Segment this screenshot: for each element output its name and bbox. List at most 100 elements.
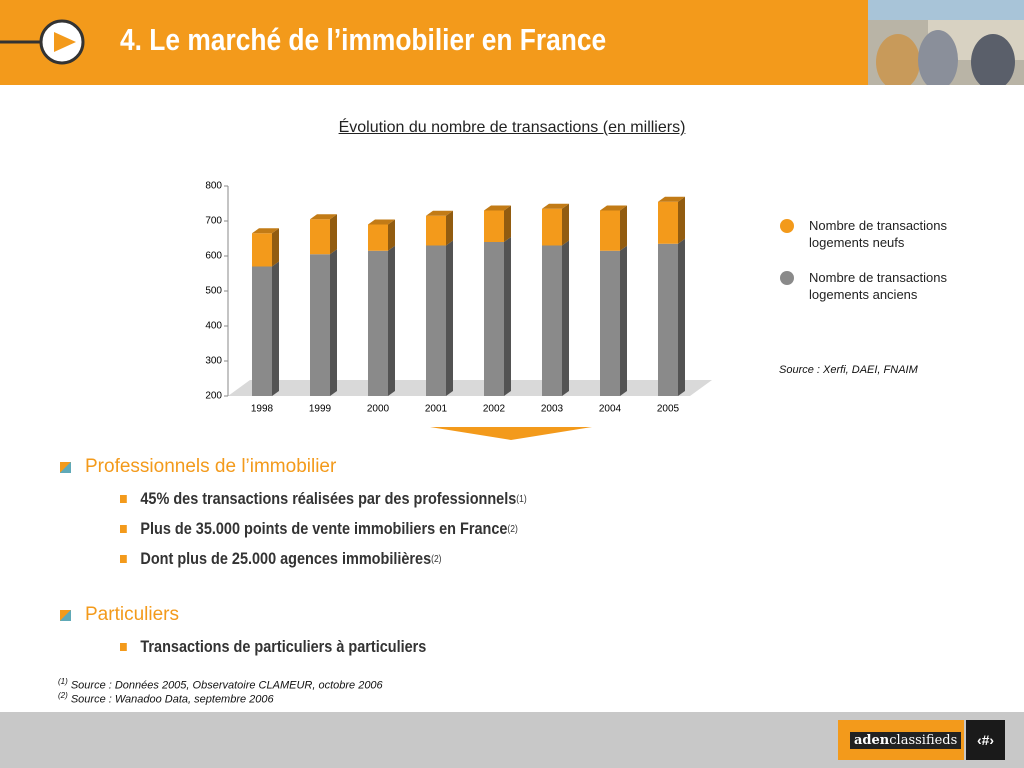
bar-segment: [658, 196, 685, 244]
x-tick-label: 2005: [657, 404, 680, 415]
header-photo: [868, 0, 1024, 85]
bar-side: [388, 219, 395, 251]
bar-front: [310, 254, 330, 396]
legend-item: Nombre de transactions logements neufs: [780, 217, 989, 251]
bullet-text: 45% des transactions réalisées par des p…: [140, 489, 517, 508]
logo-box: adenclassifieds: [838, 720, 964, 760]
bullet: [120, 525, 127, 533]
bar-top: [600, 205, 627, 211]
bar-segment: [426, 240, 453, 396]
footer: adenclassifieds ‹#›: [0, 712, 1024, 768]
chart-floor: [228, 380, 712, 396]
section-heading: Particuliers: [60, 604, 179, 626]
bar-top: [252, 228, 279, 234]
bar-side: [272, 228, 279, 267]
bar-top: [542, 203, 569, 209]
bullet-item: Dont plus de 25.000 agences immobilières…: [120, 549, 442, 569]
bar-front: [426, 245, 446, 396]
section-bullet: [60, 609, 71, 621]
legend-label: Nombre de transactions logements neufs: [809, 218, 948, 250]
bar-top: [368, 219, 395, 225]
x-tick-label: 2001: [425, 404, 448, 415]
legend-item: Nombre de transactions logements anciens: [780, 269, 989, 303]
legend-label: Nombre de transactions logements anciens: [809, 270, 948, 302]
page-number: ‹#›: [966, 720, 1005, 760]
bar-side: [504, 237, 511, 396]
bar-front: [368, 224, 388, 251]
chart-title: Évolution du nombre de transactions (en …: [338, 119, 686, 136]
legend-swatch: [780, 219, 794, 233]
x-tick-label: 2000: [367, 404, 390, 415]
bar-side: [562, 203, 569, 246]
legend-swatch: [780, 271, 794, 285]
bar-segment: [600, 205, 627, 251]
y-tick-label: 400: [205, 321, 222, 332]
bar-front: [542, 245, 562, 396]
bar-segment: [310, 214, 337, 255]
bar-segment: [542, 240, 569, 396]
bullet: [120, 555, 127, 563]
x-tick-label: 2004: [599, 404, 622, 415]
bar-side: [504, 205, 511, 242]
logo: adenclassifieds: [850, 732, 962, 749]
x-tick-label: 1999: [309, 404, 332, 415]
bar-segment: [484, 205, 511, 242]
bar-front: [484, 210, 504, 242]
bar-front: [600, 250, 620, 396]
y-tick-label: 800: [205, 181, 222, 192]
section-heading: Professionnels de l’immobilier: [60, 456, 336, 478]
bullet-ref: (1): [516, 493, 527, 505]
logo-a: aden: [854, 733, 890, 748]
x-tick-label: 2002: [483, 404, 506, 415]
bar-side: [620, 245, 627, 396]
x-tick-label: 2003: [541, 404, 564, 415]
bar-segment: [484, 237, 511, 396]
bar-side: [620, 205, 627, 251]
bar-side: [388, 245, 395, 396]
bar-side: [330, 249, 337, 396]
bar-side: [678, 238, 685, 396]
bullet: [120, 643, 127, 651]
bar-front: [368, 250, 388, 396]
bar-side: [446, 210, 453, 246]
bar-side: [562, 240, 569, 396]
bullet-text: Dont plus de 25.000 agences immobilières: [140, 549, 432, 568]
bar-segment: [252, 261, 279, 396]
y-tick-label: 500: [205, 286, 222, 297]
x-tick-label: 1998: [251, 404, 274, 415]
bar-side: [678, 196, 685, 244]
bar-top: [426, 210, 453, 216]
bar-front: [252, 233, 272, 267]
bar-top: [484, 205, 511, 211]
footnote: (2) Source : Wanadoo Data, septembre 200…: [58, 691, 274, 706]
bar-front: [600, 210, 620, 251]
bar-top: [310, 214, 337, 220]
arrow: [430, 427, 592, 440]
bar-top: [658, 196, 685, 202]
header-bar: 4. Le marché de l’immobilier en France: [0, 0, 1024, 85]
bullet-item: Plus de 35.000 points de vente immobilie…: [120, 519, 518, 539]
bullet-item: 45% des transactions réalisées par des p…: [120, 489, 527, 509]
bar-side: [330, 214, 337, 255]
bar-front: [310, 219, 330, 255]
section-bullet: [60, 461, 71, 473]
bar-front: [484, 242, 504, 396]
bullet-item: Transactions de particuliers à particuli…: [120, 637, 426, 657]
bar-segment: [310, 249, 337, 396]
bar-front: [426, 215, 446, 246]
bar-segment: [542, 203, 569, 246]
bar-side: [272, 261, 279, 396]
slide-title: 4. Le marché de l’immobilier en France: [120, 22, 607, 57]
logo-b: classifieds: [889, 733, 958, 748]
bar-segment: [368, 219, 395, 251]
chart-source: Source : Xerfi, DAEI, FNAIM: [779, 364, 918, 376]
bar-front: [252, 266, 272, 396]
section-title: Professionnels de l’immobilier: [85, 456, 337, 477]
bullet-ref: (2): [507, 523, 518, 535]
y-tick-label: 700: [205, 216, 222, 227]
bar-segment: [600, 245, 627, 396]
bar-side: [446, 240, 453, 396]
bar-segment: [252, 228, 279, 267]
footnote-text: Source : Wanadoo Data, septembre 2006: [67, 693, 274, 706]
footnote-text: Source : Données 2005, Observatoire CLAM…: [67, 679, 383, 692]
